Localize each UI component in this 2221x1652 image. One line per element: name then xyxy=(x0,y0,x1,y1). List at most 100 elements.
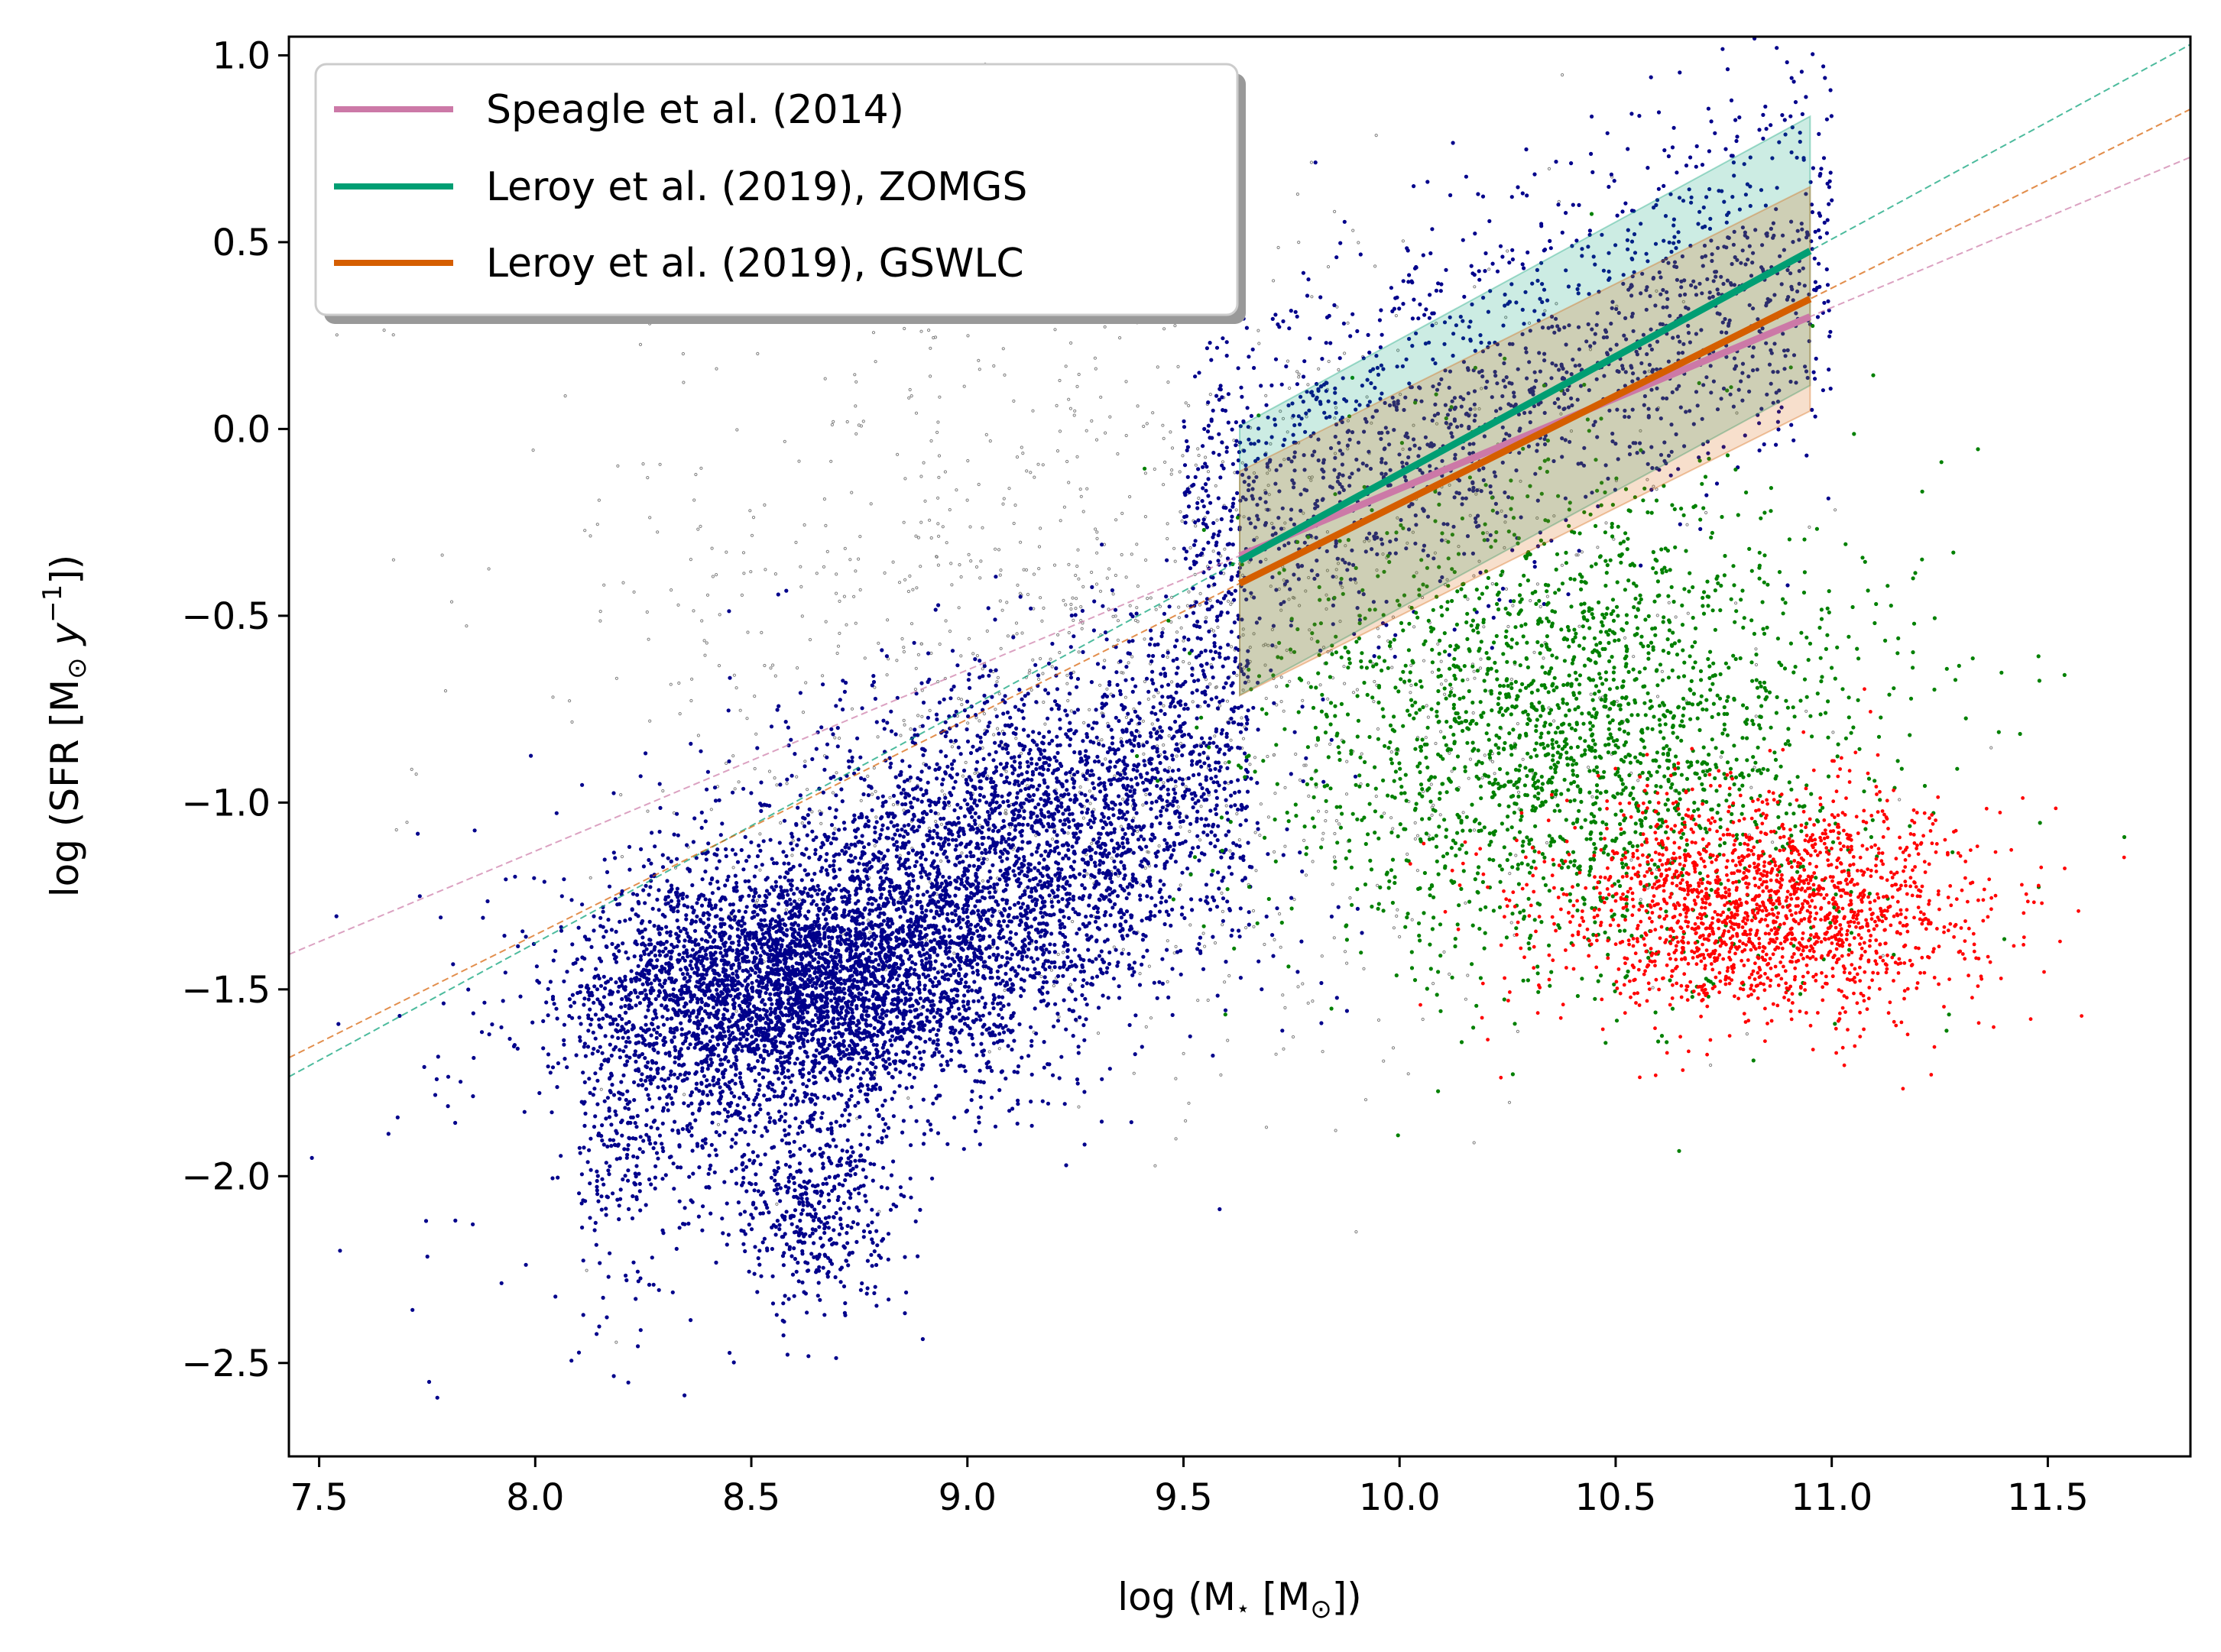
scatter-point xyxy=(1474,492,1478,496)
scatter-point xyxy=(1203,944,1207,948)
scatter-point xyxy=(911,1062,916,1067)
scatter-point xyxy=(909,622,914,626)
scatter-point xyxy=(1004,769,1008,773)
scatter-point xyxy=(1177,605,1181,609)
scatter-point xyxy=(604,929,608,934)
scatter-point xyxy=(976,881,981,886)
scatter-point xyxy=(644,751,648,756)
scatter-point xyxy=(1023,889,1027,893)
scatter-point xyxy=(1208,768,1213,773)
scatter-point xyxy=(773,919,778,924)
scatter-point xyxy=(845,1103,850,1108)
scatter-point xyxy=(1188,829,1192,834)
scatter-point xyxy=(567,997,572,1002)
scatter-point xyxy=(1427,834,1431,837)
scatter-point xyxy=(1259,802,1263,806)
scatter-point xyxy=(1040,619,1044,623)
scatter-point xyxy=(1301,982,1305,986)
scatter-point xyxy=(604,1013,609,1018)
scatter-point xyxy=(757,1103,762,1107)
scatter-point xyxy=(1561,73,1564,77)
scatter-point xyxy=(692,609,695,613)
scatter-point xyxy=(1161,627,1165,631)
scatter-point xyxy=(753,766,757,771)
scatter-point xyxy=(992,733,996,737)
scatter-point xyxy=(1438,813,1442,817)
scatter-point xyxy=(656,1156,660,1161)
scatter-point xyxy=(1291,1035,1295,1039)
scatter-point xyxy=(767,769,772,773)
scatter-point xyxy=(1075,708,1080,712)
scatter-point xyxy=(1274,1052,1278,1056)
scatter-point xyxy=(1213,649,1218,655)
scatter-point xyxy=(1667,601,1671,604)
scatter-point xyxy=(703,870,708,874)
scatter-point xyxy=(645,610,649,614)
scatter-point xyxy=(1391,827,1395,831)
scatter-point xyxy=(663,946,668,951)
scatter-point xyxy=(883,1098,887,1103)
scatter-point xyxy=(824,993,829,997)
scatter-point xyxy=(1094,582,1099,586)
scatter-point xyxy=(767,1119,772,1124)
scatter-point xyxy=(1208,682,1212,686)
scatter-point xyxy=(861,951,865,955)
scatter-point xyxy=(985,857,989,861)
scatter-point xyxy=(1590,795,1594,798)
scatter-point xyxy=(835,771,838,775)
scatter-point xyxy=(632,977,637,981)
scatter-point xyxy=(743,979,747,983)
scatter-point xyxy=(1337,368,1341,371)
scatter-point xyxy=(1529,599,1532,603)
scatter-point xyxy=(902,808,906,812)
scatter-point xyxy=(644,1015,648,1019)
scatter-point xyxy=(658,805,663,810)
scatter-point xyxy=(1221,923,1224,927)
scatter-point xyxy=(929,1003,934,1008)
scatter-point xyxy=(1396,348,1400,352)
scatter-point xyxy=(1166,536,1169,541)
scatter-point xyxy=(874,946,878,951)
scatter-point xyxy=(754,1022,758,1026)
scatter-point xyxy=(873,844,877,848)
scatter-point xyxy=(942,793,947,797)
scatter-point xyxy=(1442,950,1446,954)
scatter-point xyxy=(1266,754,1269,759)
scatter-point xyxy=(978,1142,982,1147)
scatter-point xyxy=(940,789,944,793)
scatter-point xyxy=(852,944,857,948)
scatter-point xyxy=(776,923,780,928)
scatter-point xyxy=(961,917,965,922)
scatter-point xyxy=(832,992,837,996)
scatter-point xyxy=(559,928,564,933)
scatter-point xyxy=(656,927,660,931)
scatter-point xyxy=(689,993,693,997)
scatter-point xyxy=(1068,407,1073,410)
scatter-point xyxy=(1221,909,1225,914)
scatter-point xyxy=(897,984,902,989)
scatter-point xyxy=(572,1000,577,1005)
scatter-point xyxy=(936,980,941,984)
scatter-point xyxy=(1166,655,1169,659)
scatter-point xyxy=(936,522,940,526)
scatter-point xyxy=(664,995,669,999)
scatter-point xyxy=(1025,469,1029,473)
scatter-point xyxy=(686,1221,691,1226)
scatter-point xyxy=(1062,1102,1067,1106)
scatter-point xyxy=(710,980,715,985)
scatter-point xyxy=(631,1023,635,1028)
scatter-point xyxy=(919,475,923,478)
scatter-point xyxy=(1227,599,1230,603)
scatter-point xyxy=(858,970,863,975)
scatter-point xyxy=(718,613,721,617)
scatter-point xyxy=(711,940,715,944)
scatter-point xyxy=(856,995,861,999)
scatter-point xyxy=(734,1166,738,1171)
scatter-point xyxy=(945,1059,949,1064)
scatter-point xyxy=(709,877,715,882)
scatter-point xyxy=(706,841,711,846)
scatter-point xyxy=(1036,462,1040,466)
scatter-point xyxy=(1472,1141,1476,1145)
scatter-point xyxy=(845,419,849,424)
scatter-point xyxy=(758,832,762,836)
